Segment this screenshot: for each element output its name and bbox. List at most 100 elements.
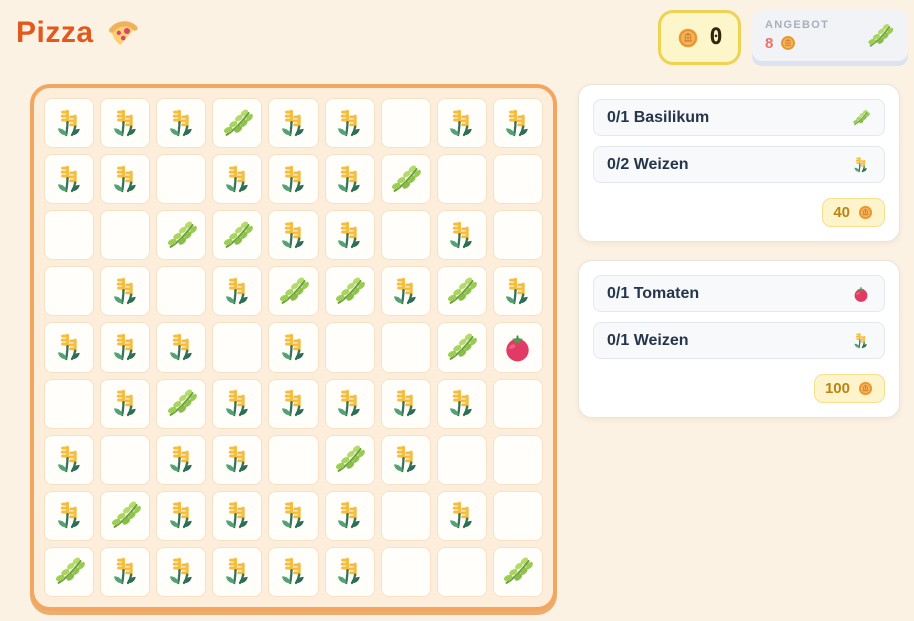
- field-cell[interactable]: [268, 266, 319, 317]
- field-cell[interactable]: [380, 490, 431, 541]
- field-cell[interactable]: [436, 154, 487, 205]
- order-item-label: 0/1 Tomaten: [607, 284, 700, 302]
- orders-panel: 0/1 Basilikum 0/2 Weizen 40 0/1 Tomaten …: [578, 84, 900, 418]
- wheat-icon: [851, 331, 871, 351]
- field-cell[interactable]: [492, 266, 543, 317]
- field-cell[interactable]: [492, 378, 543, 429]
- field-cell[interactable]: [100, 154, 151, 205]
- field-cell[interactable]: [156, 154, 207, 205]
- field-cell[interactable]: [492, 154, 543, 205]
- field-cell[interactable]: [156, 490, 207, 541]
- field-cell[interactable]: [380, 434, 431, 485]
- field-cell[interactable]: [100, 210, 151, 261]
- field-cell[interactable]: [156, 210, 207, 261]
- field-cell[interactable]: [268, 490, 319, 541]
- field-cell[interactable]: [324, 322, 375, 373]
- field-cell[interactable]: [380, 210, 431, 261]
- field-cell[interactable]: [492, 98, 543, 149]
- field-cell[interactable]: [44, 154, 95, 205]
- field-cell[interactable]: [268, 434, 319, 485]
- field-cell[interactable]: [212, 434, 263, 485]
- field-cell[interactable]: [156, 322, 207, 373]
- order-reward-badge: 40: [822, 198, 885, 227]
- field-cell[interactable]: [100, 98, 151, 149]
- field-cell[interactable]: [212, 210, 263, 261]
- field-cell[interactable]: [324, 210, 375, 261]
- field-cell[interactable]: [212, 98, 263, 149]
- field-cell[interactable]: [100, 546, 151, 597]
- field-cell[interactable]: [268, 98, 319, 149]
- field-cell[interactable]: [492, 490, 543, 541]
- field-cell[interactable]: [436, 266, 487, 317]
- wheat-icon: [108, 386, 143, 421]
- field-cell[interactable]: [212, 546, 263, 597]
- wheat-icon: [276, 498, 311, 533]
- field-cell[interactable]: [44, 378, 95, 429]
- field-cell[interactable]: [268, 154, 319, 205]
- field-cell[interactable]: [156, 98, 207, 149]
- field-cell[interactable]: [212, 154, 263, 205]
- field-cell[interactable]: [156, 546, 207, 597]
- field-cell[interactable]: [324, 98, 375, 149]
- field-cell[interactable]: [268, 322, 319, 373]
- field-cell[interactable]: [436, 378, 487, 429]
- field-cell[interactable]: [324, 266, 375, 317]
- field-cell[interactable]: [156, 378, 207, 429]
- wheat-icon: [276, 162, 311, 197]
- order-item-label: 0/1 Basilikum: [607, 108, 710, 126]
- wheat-icon: [108, 162, 143, 197]
- field-cell[interactable]: [324, 378, 375, 429]
- wheat-icon: [52, 330, 87, 365]
- field-cell[interactable]: [212, 378, 263, 429]
- field-cell[interactable]: [492, 434, 543, 485]
- field-cell[interactable]: [156, 434, 207, 485]
- wheat-icon: [388, 442, 423, 477]
- field-cell[interactable]: [268, 546, 319, 597]
- field-cell[interactable]: [380, 322, 431, 373]
- order-item: 0/1 Basilikum: [593, 99, 885, 136]
- field-cell[interactable]: [44, 210, 95, 261]
- field-cell[interactable]: [380, 98, 431, 149]
- field-cell[interactable]: [492, 322, 543, 373]
- field-cell[interactable]: [436, 98, 487, 149]
- field-cell[interactable]: [44, 490, 95, 541]
- field-cell[interactable]: [492, 546, 543, 597]
- order-item: 0/1 Tomaten: [593, 275, 885, 312]
- field-cell[interactable]: [212, 490, 263, 541]
- order-card[interactable]: 0/1 Basilikum 0/2 Weizen 40: [578, 84, 900, 242]
- farm-field: [30, 84, 557, 611]
- field-cell[interactable]: [100, 322, 151, 373]
- coin-icon: [857, 204, 874, 221]
- field-cell[interactable]: [436, 546, 487, 597]
- field-cell[interactable]: [100, 266, 151, 317]
- offer-label: ANGEBOT: [765, 19, 830, 31]
- field-cell[interactable]: [100, 490, 151, 541]
- field-cell[interactable]: [44, 322, 95, 373]
- field-cell[interactable]: [380, 378, 431, 429]
- field-cell[interactable]: [212, 266, 263, 317]
- field-cell[interactable]: [100, 434, 151, 485]
- field-cell[interactable]: [44, 546, 95, 597]
- field-cell[interactable]: [436, 434, 487, 485]
- field-cell[interactable]: [380, 266, 431, 317]
- field-cell[interactable]: [44, 434, 95, 485]
- offer-panel[interactable]: ANGEBOT 8: [752, 10, 908, 61]
- field-cell[interactable]: [212, 322, 263, 373]
- field-cell[interactable]: [324, 434, 375, 485]
- field-cell[interactable]: [436, 490, 487, 541]
- field-cell[interactable]: [324, 154, 375, 205]
- order-card[interactable]: 0/1 Tomaten 0/1 Weizen 100: [578, 260, 900, 418]
- field-cell[interactable]: [380, 154, 431, 205]
- field-cell[interactable]: [44, 98, 95, 149]
- field-cell[interactable]: [268, 210, 319, 261]
- field-cell[interactable]: [268, 378, 319, 429]
- field-cell[interactable]: [324, 490, 375, 541]
- field-cell[interactable]: [380, 546, 431, 597]
- field-cell[interactable]: [492, 210, 543, 261]
- field-cell[interactable]: [100, 378, 151, 429]
- field-cell[interactable]: [436, 210, 487, 261]
- field-cell[interactable]: [156, 266, 207, 317]
- field-cell[interactable]: [44, 266, 95, 317]
- field-cell[interactable]: [324, 546, 375, 597]
- field-cell[interactable]: [436, 322, 487, 373]
